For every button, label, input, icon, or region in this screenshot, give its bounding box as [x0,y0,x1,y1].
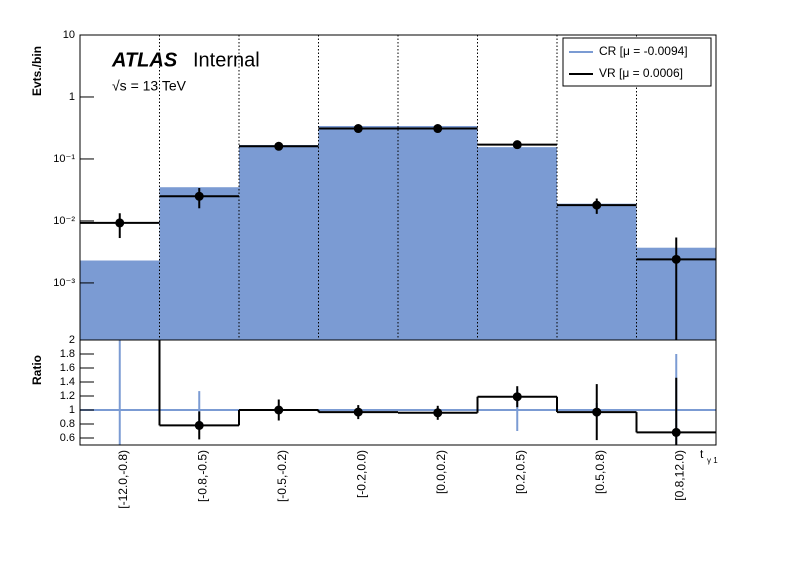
y-tick-label: 1.8 [60,348,75,360]
cr-bar [318,126,398,340]
main-panel: 10⁻³ 10⁻² 10⁻¹ 1 10 [53,29,717,341]
vr-point [194,420,204,430]
experiment-label: ATLAS [111,49,178,71]
legend-label: CR [μ = -0.0094] [599,44,688,58]
vr-point [592,407,602,417]
y-tick-label: 1.2 [60,390,75,402]
x-tick-label: [0.5,0.8) [593,450,607,494]
plot-area [80,35,716,340]
vr-point [274,141,284,151]
vr-point [512,392,522,402]
frame [79,339,717,446]
cr-bar [80,260,160,340]
cr-bar [557,203,637,340]
x-tick-label: [0.0,0.2) [434,450,448,494]
vr-point [433,408,443,418]
x-tick-label: [-12.0,-0.8) [116,450,130,509]
x-tick-label: [-0.8,-0.5) [195,450,209,502]
x-tick-label: [0.8,12.0) [672,450,686,501]
x-tick-label: [-0.5,-0.2) [275,450,289,502]
y-tick-label: 1.4 [60,376,75,388]
y-tick-label: 1 [69,91,75,103]
y-tick-label: 1.6 [60,362,75,374]
cr-bar [477,147,557,340]
y-axis-label: Evts./bin [30,46,44,96]
legend-label: VR [μ = 0.0006] [599,66,683,80]
ratio-panel: 0.6 0.8 1 1.2 1.4 1.6 1.8 2 [-12.0,-0.8) [-0.8,-0… [60,196,717,509]
y-tick-label: 10⁻² [53,215,75,227]
y-tick-label: 10 [63,29,75,41]
vr-point [274,405,284,415]
vr-point [671,254,681,264]
y-tick-label: 10⁻³ [53,277,75,289]
vr-point [353,407,363,417]
y-tick-label: 0.8 [60,418,75,430]
x-axis-label: t [700,447,704,461]
cr-bar [398,126,478,340]
cr-bar [159,187,239,340]
y-tick-label: 0.6 [60,432,75,444]
vr-point [353,124,363,134]
legend-box [562,37,712,87]
vr-point [194,191,204,201]
y-tick-label: 10⁻¹ [53,153,75,165]
vr-point [671,427,681,437]
vr-point [433,124,443,134]
status-label: Internal [193,49,260,71]
y-tick-label: 1 [69,404,75,416]
x-axis-label-sub: γ 1 [707,456,718,465]
vr-point [512,140,522,150]
y-tick-label: 2 [69,334,75,346]
x-tick-label: [0.2,0.5) [513,450,527,494]
plot-area [80,196,716,445]
x-tick-label: [-0.2,0.0) [354,450,368,498]
legend: CR [μ = -0.0094] VR [μ = 0.0006] [562,37,712,87]
energy-label: √s = 13 TeV [112,78,187,94]
vr-point [592,200,602,210]
vr-point [115,218,125,228]
y-axis-label: Ratio [30,355,44,385]
cr-bar [239,144,319,340]
vr-point [115,196,124,205]
